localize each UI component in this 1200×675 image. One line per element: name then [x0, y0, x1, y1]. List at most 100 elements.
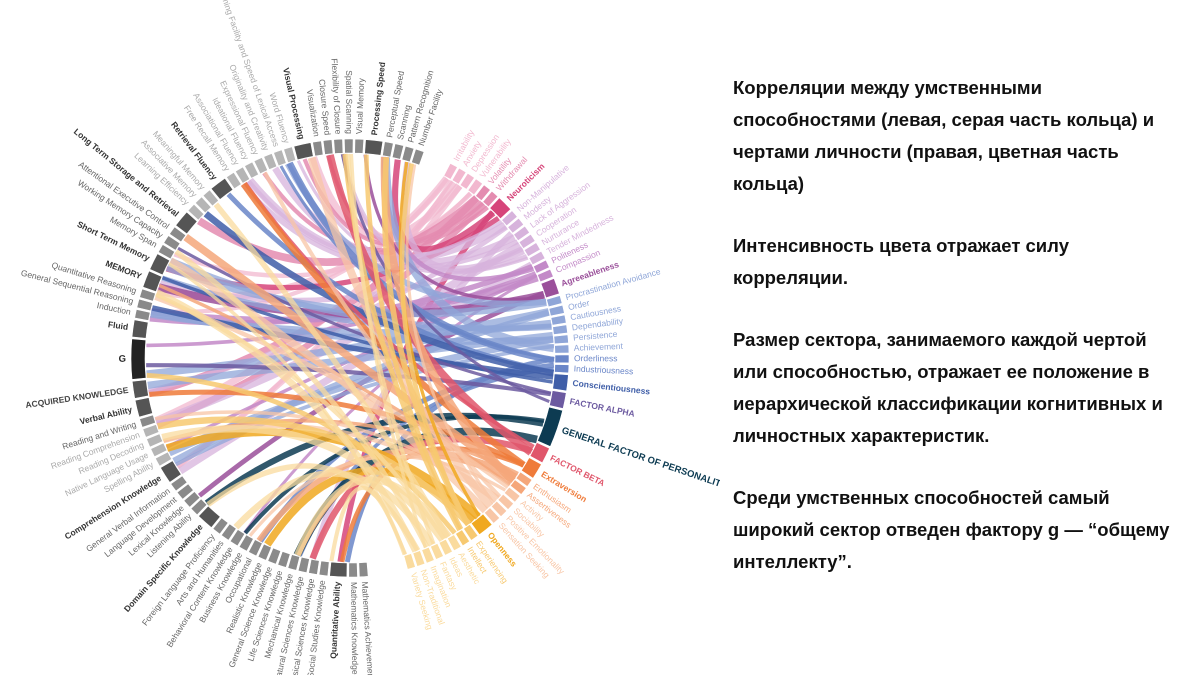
ring-segment: [169, 226, 187, 243]
ring-segment: [501, 210, 518, 227]
node-label: Quantitative Ability: [328, 581, 342, 659]
ring-segment: [451, 167, 467, 185]
ring-segment: [412, 550, 426, 567]
ring-segment: [154, 451, 173, 467]
ring-segment: [318, 560, 330, 577]
ring-segment: [130, 338, 147, 380]
ring-segment: [142, 270, 163, 293]
ring-segment: [528, 250, 546, 266]
ring-segment: [401, 145, 415, 163]
node-label: Achievement: [574, 341, 624, 353]
ring-segment: [163, 235, 181, 251]
ring-segment: [550, 314, 567, 326]
ring-segment: [139, 414, 156, 428]
ring-segment: [520, 457, 542, 479]
ring-segment: [552, 324, 568, 335]
ring-segment: [329, 561, 348, 578]
ring-segment: [540, 278, 560, 299]
chord: [183, 234, 518, 481]
ring-segment: [552, 373, 569, 392]
ring-segment: [482, 190, 499, 208]
ring-segment: [160, 460, 182, 483]
ring-segment: [364, 139, 384, 156]
ring-segment: [546, 295, 563, 308]
ring-segment: [532, 259, 550, 274]
node-label: Spatial Scanning: [344, 70, 354, 134]
chord: [345, 153, 436, 545]
node-label: Industriousness: [574, 363, 634, 376]
ring-segment: [459, 172, 475, 190]
node-label: ACQUIRED KNOWLEDGE: [25, 385, 130, 410]
node-label: FACTOR ALPHA: [569, 396, 636, 419]
ring-segment: [536, 268, 554, 283]
chord: [398, 161, 481, 517]
node-label: Visual Memory: [354, 77, 366, 134]
ring-segment: [293, 142, 314, 161]
ring-segment: [507, 217, 525, 234]
ring-segment: [483, 507, 501, 524]
ring-segment: [548, 304, 565, 317]
chords: [146, 153, 555, 563]
note: Среди умственных способностей самый широ…: [733, 487, 1170, 572]
ring-segment: [131, 319, 149, 339]
ring-segment: [503, 486, 521, 503]
ring-segment: [489, 197, 512, 220]
node-label: Mathematics Achievement: [360, 581, 376, 675]
ring-segment: [157, 244, 176, 260]
ring-segment: [190, 498, 208, 516]
ring-segment: [515, 471, 533, 487]
ring-segment: [150, 442, 168, 458]
ring-segment: [273, 149, 287, 167]
chord: [286, 161, 555, 364]
chord: [405, 164, 495, 504]
ring-segment: [391, 143, 405, 160]
ring-segment: [490, 500, 508, 518]
chord: [349, 153, 427, 549]
chord: [381, 157, 471, 526]
ring-segment: [146, 433, 164, 448]
ring-segment: [202, 189, 220, 207]
chord: [146, 363, 552, 397]
ring-segment: [297, 556, 310, 574]
chord: [169, 257, 552, 332]
node-label: G: [119, 354, 126, 365]
ring-segment: [443, 162, 458, 180]
node-label: Processing Speed: [369, 61, 387, 135]
ring-segment: [149, 253, 171, 276]
node-label: GENERAL FACTOR OF PERSONALITY: [560, 425, 720, 492]
ring-segment: [257, 543, 272, 561]
ring-segment: [446, 534, 462, 552]
ring-segment: [142, 424, 160, 438]
ring-segment: [438, 538, 453, 556]
ring-segment: [187, 203, 205, 221]
ring-segment: [134, 309, 151, 321]
chord: [173, 192, 473, 278]
ring-segment: [430, 543, 444, 560]
node-label: Flexibility of Closure: [329, 58, 343, 135]
chord: [177, 246, 552, 395]
ring-segment: [553, 334, 569, 345]
ring-segment: [333, 138, 344, 154]
ring-segment: [248, 539, 263, 557]
ring-segment: [234, 166, 251, 184]
ring-segment: [513, 225, 530, 242]
ring-segment: [287, 554, 301, 571]
ring-segment: [509, 479, 527, 495]
chord: [168, 257, 489, 514]
ring-segment: [134, 397, 153, 418]
ring-segment: [253, 157, 268, 175]
ring-segment: [529, 442, 550, 464]
ring-segment: [354, 138, 365, 154]
ring-segment: [238, 534, 254, 552]
ring-segment: [194, 196, 212, 214]
ring-segment: [497, 493, 515, 510]
node-label: Order: [567, 298, 591, 313]
node-label: Persistence: [573, 329, 618, 343]
note: Корреляции между умственными способностя…: [733, 77, 1155, 194]
ring-segment: [198, 505, 221, 528]
ring-segment: [210, 177, 234, 200]
ring-segment: [183, 491, 201, 508]
node-label: Conscientiousness: [572, 378, 651, 397]
ring-segment: [263, 153, 278, 170]
